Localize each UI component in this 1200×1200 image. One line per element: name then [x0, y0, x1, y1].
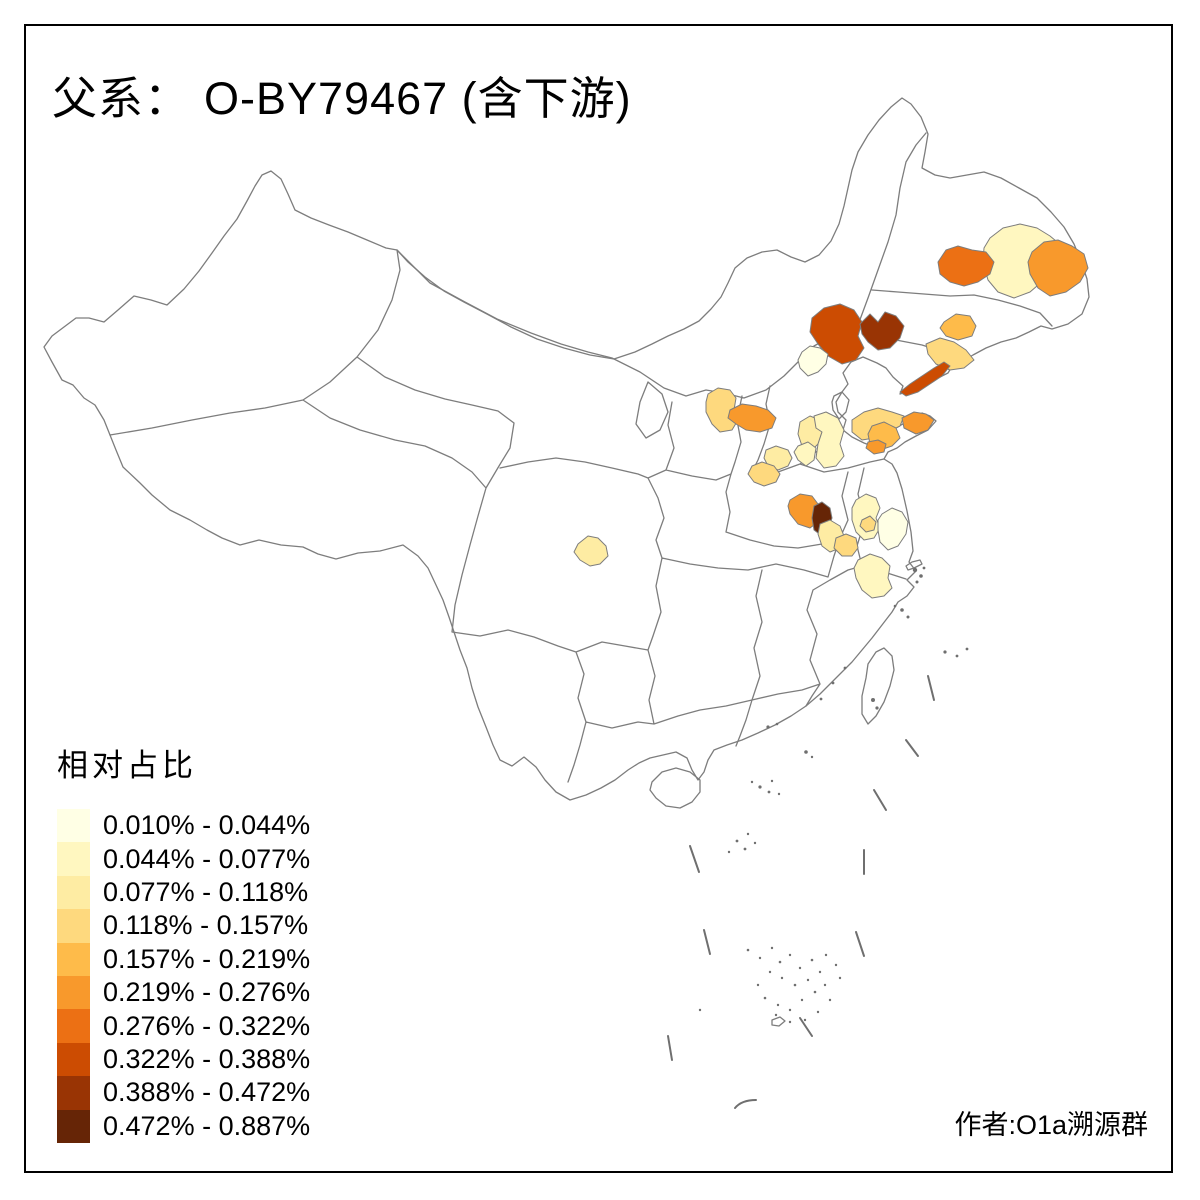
region-north-shaanxi	[705, 387, 739, 433]
legend-label: 0.118% - 0.157%	[103, 910, 309, 941]
legend-rows: 0.010% - 0.044% 0.044% - 0.077% 0.077% - 0…	[57, 809, 310, 1143]
region-south-shanxi	[763, 445, 793, 471]
region-east-heilongjiang	[1027, 239, 1089, 297]
region-west-liaoning	[859, 311, 905, 351]
island-specks	[698, 566, 969, 1024]
region-chengdu	[573, 535, 609, 567]
taiwan-island	[861, 647, 895, 725]
legend-swatch	[57, 809, 90, 843]
region-shandong-south-coast	[865, 439, 887, 455]
legend-label: 0.472% - 0.887%	[103, 1110, 311, 1141]
legend-label: 0.077% - 0.118%	[103, 876, 309, 907]
region-southwest-shanxi	[747, 461, 781, 487]
spratly-islet	[771, 1016, 786, 1027]
legend-row: 0.044% - 0.077%	[57, 842, 311, 876]
legend-label: 0.276% - 0.322%	[103, 1010, 311, 1041]
legend-swatch	[57, 842, 90, 876]
legend-swatch	[57, 1009, 90, 1043]
title-prefix: 父系：	[52, 74, 191, 124]
legend-row: 0.276% - 0.322%	[57, 1009, 311, 1043]
legend-label: 0.044% - 0.077%	[103, 843, 311, 874]
legend-row: 0.472% - 0.887%	[57, 1109, 311, 1143]
legend-label: 0.322% - 0.388%	[103, 1043, 311, 1074]
legend-row: 0.010% - 0.044%	[57, 809, 311, 843]
legend-label: 0.010% - 0.044%	[103, 810, 311, 841]
legend-swatch	[57, 1076, 90, 1110]
legend-label: 0.157% - 0.219%	[103, 943, 311, 974]
legend-row: 0.077% - 0.118%	[57, 875, 310, 910]
legend-swatch	[57, 975, 90, 1010]
region-chifeng-area	[809, 303, 865, 365]
map-title: 父系： O-BY79467 (含下游)	[52, 62, 632, 127]
legend-swatch	[57, 942, 90, 976]
nine-dash-line	[667, 675, 935, 1109]
legend-row: 0.219% - 0.276%	[57, 975, 311, 1010]
region-west-shanxi	[727, 403, 777, 433]
chongming-island	[905, 559, 923, 571]
legend-swatch	[57, 1042, 90, 1077]
region-central-jilin	[939, 313, 977, 341]
islands	[649, 559, 923, 1027]
china-outline	[43, 97, 1090, 801]
legend-row: 0.388% - 0.472%	[57, 1076, 311, 1110]
region-shandong-east-tip	[901, 411, 935, 435]
legend-swatch	[57, 1109, 90, 1143]
map-borders	[43, 97, 1090, 1027]
region-liaodong-peninsula	[899, 361, 951, 397]
title-haplogroup: O-BY79467 (含下游)	[204, 73, 632, 124]
legend-label: 0.219% - 0.276%	[103, 977, 311, 1008]
legend-title: 相对占比	[57, 748, 197, 783]
region-central-shandong	[813, 411, 845, 469]
legend-row: 0.322% - 0.388%	[57, 1042, 311, 1077]
legend-label: 0.388% - 0.472%	[103, 1077, 311, 1108]
legend: 相对占比 0.010% - 0.044% 0.044% - 0.077% 0.077…	[57, 740, 310, 1143]
region-huaibei	[859, 515, 877, 533]
region-beijing	[797, 345, 829, 377]
region-henan-anhui-border	[833, 533, 859, 557]
author-credit: 作者:O1a溯源群	[954, 1110, 1148, 1140]
region-west-heilongjiang	[937, 245, 995, 287]
legend-swatch	[57, 875, 90, 910]
legend-row: 0.157% - 0.219%	[57, 942, 311, 976]
legend-swatch	[57, 909, 90, 943]
region-east-liaoning	[925, 337, 975, 371]
hainan-island	[649, 767, 701, 809]
plot-frame	[24, 24, 1173, 1173]
region-north-henan	[793, 441, 817, 467]
colored-regions	[573, 223, 1089, 599]
region-central-jiangsu	[877, 507, 909, 551]
region-central-anhui	[853, 553, 893, 599]
legend-row: 0.118% - 0.157%	[57, 909, 310, 943]
